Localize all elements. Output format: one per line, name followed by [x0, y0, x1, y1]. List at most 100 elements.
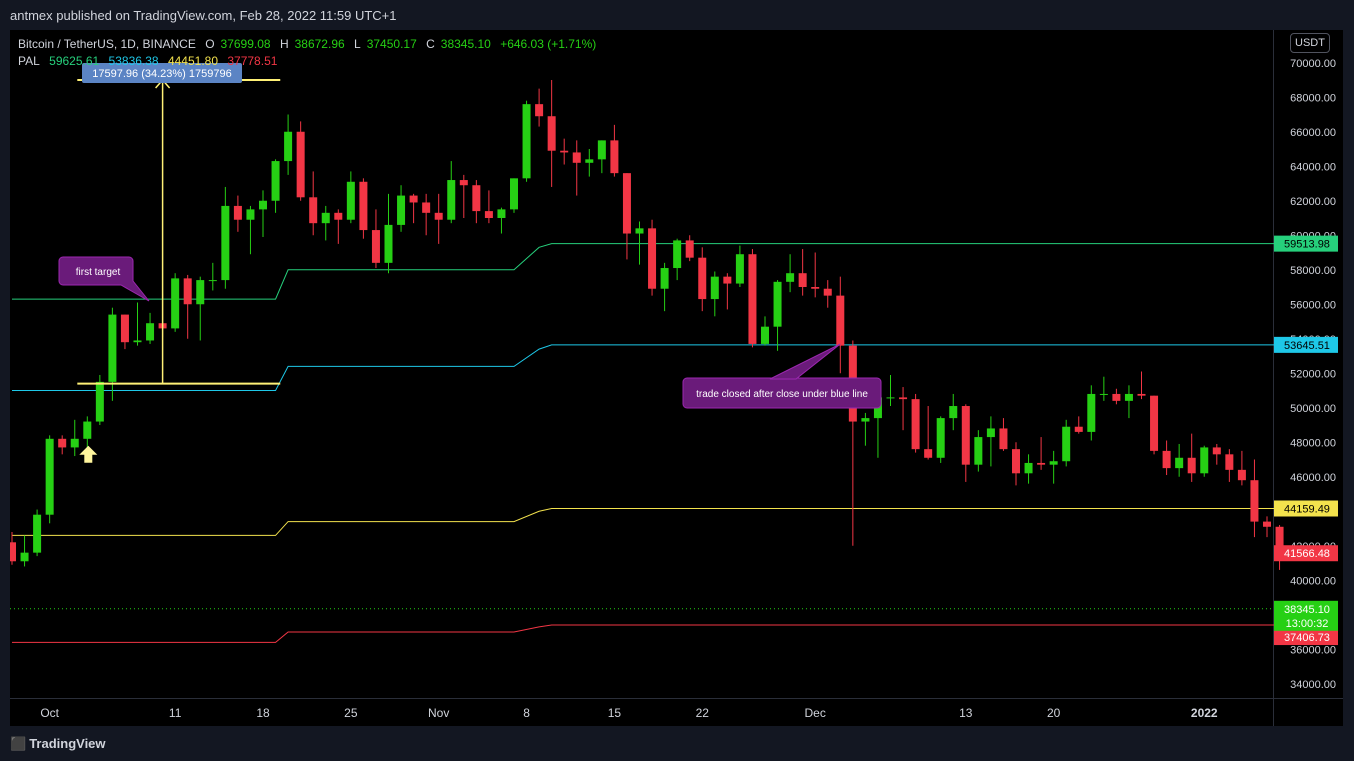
candle-body[interactable] [95, 381, 104, 422]
candle-body[interactable] [585, 159, 594, 163]
candle-body[interactable] [434, 212, 443, 220]
candle-body[interactable] [710, 276, 719, 300]
candle-body[interactable] [798, 273, 807, 287]
chart-frame[interactable]: 17597.96 (34.23%) 1759796 first target tra… [10, 30, 1343, 726]
candle-body[interactable] [1112, 393, 1121, 401]
candle-body[interactable] [1024, 462, 1033, 474]
candle-body[interactable] [397, 195, 406, 225]
candle-body[interactable] [309, 197, 318, 224]
candle-body[interactable] [208, 280, 217, 282]
indicator-legend[interactable]: PAL 59625.61 53836.38 44451.80 37778.51 [18, 54, 283, 68]
candle-body[interactable] [284, 131, 293, 162]
candle-body[interactable] [936, 418, 945, 458]
candle-body[interactable] [1275, 526, 1284, 553]
candle-body[interactable] [986, 428, 995, 438]
candle-body[interactable] [384, 224, 393, 263]
candle-body[interactable] [861, 418, 870, 422]
candle-body[interactable] [472, 185, 481, 212]
candle-body[interactable] [334, 212, 343, 220]
candle-body[interactable] [622, 173, 631, 234]
candle-body[interactable] [773, 281, 782, 327]
candle-body[interactable] [422, 202, 431, 213]
candle-body[interactable] [735, 254, 744, 284]
candle-body[interactable] [535, 104, 544, 117]
callout-trade-closed[interactable] [682, 377, 882, 409]
candle-body[interactable] [246, 209, 255, 220]
candle-body[interactable] [221, 205, 230, 281]
candle-body[interactable] [1137, 393, 1146, 396]
candle-body[interactable] [823, 288, 832, 296]
candle-body[interactable] [371, 230, 380, 263]
candle-body[interactable] [171, 278, 180, 329]
candle-body[interactable] [1049, 461, 1058, 465]
candle-body[interactable] [70, 438, 79, 448]
candle-body[interactable] [296, 131, 305, 198]
candle-body[interactable] [961, 406, 970, 465]
candle-body[interactable] [748, 254, 757, 344]
candle-body[interactable] [510, 178, 518, 210]
candle-body[interactable] [899, 397, 908, 400]
candle-body[interactable] [20, 552, 29, 562]
candle-body[interactable] [321, 212, 330, 224]
candle-body[interactable] [497, 209, 506, 218]
candle-body[interactable] [1250, 480, 1259, 522]
candle-body[interactable] [1124, 393, 1133, 401]
candle-body[interactable] [447, 180, 456, 220]
candle-body[interactable] [10, 542, 16, 562]
candle-body[interactable] [83, 421, 92, 439]
candle-body[interactable] [949, 406, 958, 419]
candle-body[interactable] [120, 314, 129, 343]
candle-body[interactable] [1175, 457, 1184, 469]
candle-body[interactable] [786, 273, 795, 282]
tradingview-brand[interactable]: TradingView [29, 736, 106, 751]
candle-body[interactable] [1237, 469, 1246, 481]
callout-first-target[interactable] [58, 256, 150, 302]
candle-body[interactable] [572, 152, 581, 163]
candle-body[interactable] [459, 180, 468, 186]
candle-body[interactable] [108, 314, 117, 382]
candle-body[interactable] [1062, 426, 1071, 462]
candle-body[interactable] [1200, 447, 1209, 474]
candle-body[interactable] [1263, 521, 1271, 527]
candle-body[interactable] [259, 200, 267, 210]
candle-body[interactable] [359, 181, 368, 231]
candle-body[interactable] [1225, 454, 1234, 470]
candle-body[interactable] [673, 240, 682, 269]
candle-body[interactable] [133, 340, 142, 343]
candle-body[interactable] [597, 140, 606, 160]
plot-area[interactable] [10, 30, 1273, 698]
candle-body[interactable] [45, 438, 54, 515]
candle-body[interactable] [58, 438, 67, 448]
candle-body[interactable] [648, 228, 657, 289]
candle-body[interactable] [698, 257, 707, 300]
candle-body[interactable] [196, 280, 205, 305]
candle-body[interactable] [560, 150, 569, 153]
candle-body[interactable] [1074, 426, 1083, 432]
candle-body[interactable] [999, 428, 1008, 450]
candle-body[interactable] [33, 514, 42, 553]
candle-body[interactable] [271, 161, 280, 201]
candle-body[interactable] [1087, 393, 1096, 432]
candle-body[interactable] [1212, 447, 1221, 455]
candle-body[interactable] [233, 205, 242, 220]
candle-body[interactable] [522, 104, 531, 179]
candle-body[interactable] [610, 140, 619, 174]
candle-body[interactable] [886, 397, 895, 399]
candle-body[interactable] [911, 399, 920, 450]
candle-body[interactable] [409, 195, 418, 203]
candle-body[interactable] [974, 437, 983, 465]
candle-body[interactable] [146, 323, 155, 341]
candle-body[interactable] [1187, 457, 1196, 474]
candle-body[interactable] [1162, 450, 1171, 469]
candle-body[interactable] [1150, 395, 1159, 451]
candle-body[interactable] [635, 228, 644, 234]
currency-button[interactable]: USDT [1290, 33, 1330, 53]
candle-body[interactable] [811, 287, 820, 289]
candle-body[interactable] [346, 181, 355, 220]
candle-body[interactable] [685, 240, 694, 258]
candle-body[interactable] [484, 211, 493, 218]
candle-body[interactable] [924, 449, 933, 458]
candle-body[interactable] [761, 326, 769, 344]
candle-body[interactable] [836, 295, 845, 346]
candle-body[interactable] [1012, 449, 1020, 474]
